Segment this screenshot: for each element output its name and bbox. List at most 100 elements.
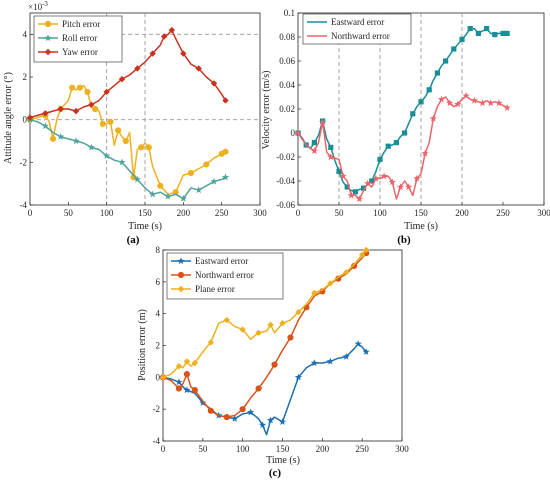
chart-a-point-yaw-error — [26, 114, 34, 121]
chart-b-ylabel: Velocity error (m/s) — [261, 71, 272, 150]
chart-b-point-northward-error — [318, 118, 327, 126]
chart-b-point-eastward-error — [418, 99, 424, 105]
chart-c-point-plane-error — [175, 362, 183, 370]
chart-b-point-eastward-error — [361, 185, 367, 191]
chart-b-point-eastward-error — [410, 111, 416, 117]
chart-a-point-yaw-error — [222, 97, 229, 104]
chart-b-point-eastward-error — [426, 87, 432, 93]
chart-b-point-northward-error — [487, 99, 495, 107]
chart-c-legend-marker — [177, 285, 185, 293]
chart-c-point-plane-error — [207, 339, 214, 346]
chart-b-point-northward-error — [310, 147, 319, 155]
chart-c-point-northward-error — [255, 385, 262, 392]
chart-b-ytick-label: 0 — [291, 128, 296, 138]
chart-c-point-eastward-error — [294, 373, 303, 381]
chart-c-point-eastward-error — [258, 421, 267, 429]
chart-b-ytick-label: 0.1 — [284, 8, 295, 18]
chart-c-point-northward-error — [175, 385, 183, 392]
chart-b-xtick-label: 250 — [496, 208, 510, 218]
chart-a-point-roll-error — [149, 190, 157, 198]
chart-a-ytick-label: -2 — [20, 157, 28, 167]
chart-b-point-eastward-error — [385, 143, 391, 149]
chart-a-ytick-label: 4 — [23, 29, 28, 39]
chart-b-point-northward-error — [405, 183, 413, 191]
chart-b-legend-label: Eastward error — [331, 17, 384, 27]
chart-b-xtick-label: 300 — [537, 208, 550, 218]
chart-a-point-yaw-error — [88, 101, 95, 108]
chart-c-point-eastward-error — [247, 408, 255, 416]
chart-a-point-yaw-error — [168, 26, 176, 34]
chart-a-xtick-label: 100 — [100, 208, 114, 218]
chart-c-ylabel: Position error (m) — [137, 309, 148, 381]
chart-b-ytick-label: -0.02 — [276, 152, 295, 162]
chart-c-ytick-label: -4 — [153, 436, 161, 446]
chart-a-point-pitch-error — [49, 135, 57, 142]
chart-c-point-plane-error — [311, 289, 318, 297]
chart-b-point-northward-error — [478, 99, 487, 107]
chart-a-exponent: ×10-3 — [28, 0, 48, 12]
chart-a-point-pitch-error — [145, 144, 152, 151]
chart-a-point-pitch-error — [115, 127, 122, 134]
chart-c-xtick-label: 0 — [161, 444, 166, 454]
chart-c-legend-marker — [177, 257, 185, 265]
chart-c-point-eastward-error — [266, 416, 275, 424]
chart-a-legend-marker — [44, 48, 52, 56]
chart-a-xtick-label: 0 — [28, 208, 33, 218]
chart-c-legend-label: Eastward error — [195, 256, 248, 266]
chart-c-point-eastward-error — [354, 340, 362, 347]
chart-a-point-yaw-error — [180, 50, 187, 57]
chart-c-ytick-label: 0 — [156, 372, 161, 382]
chart-a-point-pitch-error — [122, 137, 129, 145]
chart-b-point-eastward-error — [475, 30, 481, 36]
chart-a-point-pitch-error — [187, 169, 195, 177]
chart-b-point-northward-error — [429, 114, 437, 122]
chart-a-point-roll-error — [221, 173, 230, 181]
chart-b-legend-label: Northward error — [331, 31, 390, 41]
chart-b-series-line-eastward-error — [297, 27, 508, 193]
chart-c-point-plane-error — [279, 320, 286, 327]
chart-a-xtick-label: 150 — [138, 208, 152, 218]
chart-a-point-yaw-error — [134, 65, 141, 72]
chart-panel-b: Time (s) Velocity error (m/s) (b) 0 50 100… — [261, 8, 550, 246]
chart-b-point-eastward-error — [328, 144, 334, 150]
chart-b-point-eastward-error — [434, 70, 440, 76]
chart-b-point-eastward-error — [311, 140, 317, 146]
chart-c-series-line-eastward-error — [162, 343, 367, 436]
chart-b-point-eastward-error — [402, 130, 408, 136]
chart-b-xtick-label: 200 — [455, 208, 469, 218]
chart-a-caption: (a) — [127, 234, 140, 246]
chart-b-xlabel: Time (s) — [404, 221, 438, 232]
chart-b-xtick-label: 0 — [296, 208, 301, 218]
chart-b-caption: (b) — [397, 234, 411, 246]
chart-c-point-eastward-error — [199, 399, 207, 406]
chart-c-ytick-label: 6 — [156, 277, 161, 287]
chart-b-point-eastward-error — [393, 140, 399, 146]
chart-a-point-yaw-error — [72, 107, 80, 115]
chart-c-point-eastward-error — [278, 418, 287, 425]
chart-a-xtick-label: 50 — [64, 208, 74, 218]
chart-a-legend-marker — [44, 20, 52, 28]
chart-c-point-plane-error — [362, 246, 370, 254]
chart-c-ytick-label: 2 — [156, 341, 161, 351]
chart-c-ytick-label: 8 — [156, 245, 161, 255]
chart-c-point-eastward-error — [342, 352, 350, 360]
chart-c-point-plane-error — [295, 308, 302, 316]
chart-a-point-pitch-error — [222, 148, 229, 155]
chart-c-point-eastward-error — [183, 386, 191, 394]
chart-c-xtick-label: 250 — [355, 444, 369, 454]
chart-b-point-northward-error — [437, 95, 446, 103]
chart-c-point-eastward-error — [175, 378, 183, 386]
chart-a-legend-marker — [44, 34, 52, 42]
chart-b-point-northward-error — [347, 191, 355, 199]
chart-b-point-northward-error — [413, 174, 421, 182]
chart-c-point-plane-error — [343, 269, 350, 276]
chart-b-point-eastward-error — [443, 58, 449, 64]
chart-b-point-eastward-error — [467, 26, 473, 32]
chart-a-ytick-label: 0 — [23, 115, 28, 125]
chart-a-legend-label: Yaw error — [62, 47, 98, 57]
chart-b-point-northward-error — [503, 104, 511, 111]
chart-c-point-plane-error — [223, 316, 230, 324]
chart-a-series-line-roll-error — [29, 118, 226, 200]
chart-c-point-northward-error — [183, 371, 190, 378]
